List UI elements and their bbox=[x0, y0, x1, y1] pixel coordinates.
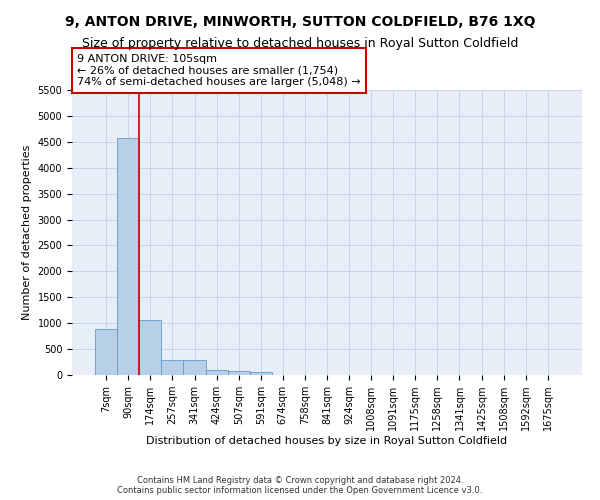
Bar bbox=[161, 360, 184, 375]
Bar bbox=[95, 330, 117, 375]
Text: 9, ANTON DRIVE, MINWORTH, SUTTON COLDFIELD, B76 1XQ: 9, ANTON DRIVE, MINWORTH, SUTTON COLDFIE… bbox=[65, 15, 535, 29]
Bar bbox=[227, 371, 250, 375]
X-axis label: Distribution of detached houses by size in Royal Sutton Coldfield: Distribution of detached houses by size … bbox=[146, 436, 508, 446]
Text: Size of property relative to detached houses in Royal Sutton Coldfield: Size of property relative to detached ho… bbox=[82, 38, 518, 51]
Bar bbox=[184, 360, 206, 375]
Text: Contains HM Land Registry data © Crown copyright and database right 2024.
Contai: Contains HM Land Registry data © Crown c… bbox=[118, 476, 482, 495]
Text: 9 ANTON DRIVE: 105sqm
← 26% of detached houses are smaller (1,754)
74% of semi-d: 9 ANTON DRIVE: 105sqm ← 26% of detached … bbox=[77, 54, 361, 87]
Bar bbox=[206, 370, 227, 375]
Bar bbox=[250, 372, 272, 375]
Y-axis label: Number of detached properties: Number of detached properties bbox=[22, 145, 32, 320]
Bar bbox=[117, 138, 139, 375]
Bar bbox=[139, 320, 161, 375]
